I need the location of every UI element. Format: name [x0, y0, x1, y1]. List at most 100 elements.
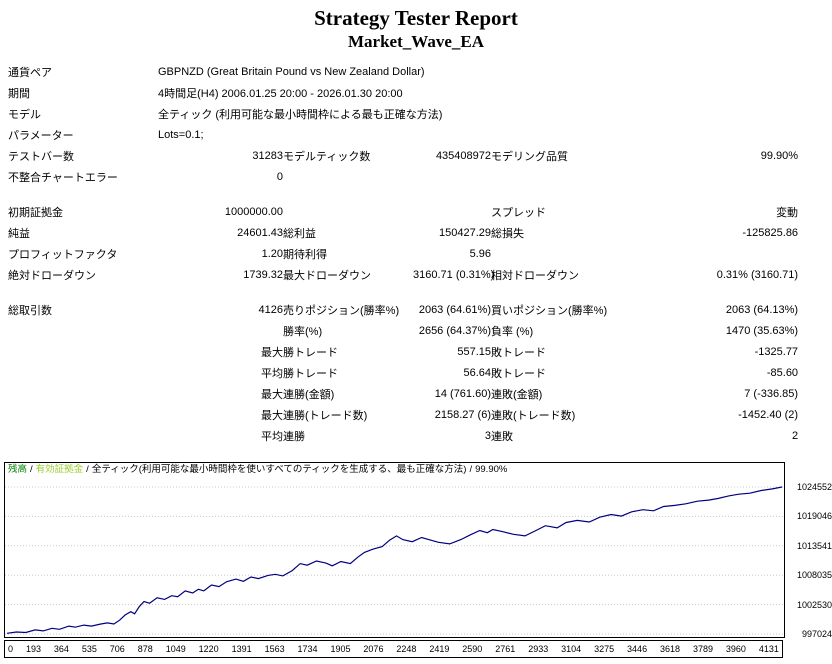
stat-value: 1739.32 [243, 268, 283, 281]
x-axis-label: 3789 [692, 643, 713, 654]
x-axis-label: 706 [109, 643, 125, 654]
x-axis-label: 1905 [330, 643, 351, 654]
stat-value: 3 [484, 429, 491, 442]
stat-label: モデリング品質 [491, 150, 568, 163]
x-axis-label: 364 [53, 643, 69, 654]
stat-value: 最大 [261, 388, 283, 401]
stat-label: 期間 [8, 87, 30, 100]
x-axis-label: 3104 [561, 643, 582, 654]
stat-label: 連敗 [491, 430, 513, 443]
stat-label: 総損失 [491, 227, 524, 240]
stat-value: 435408972 [435, 149, 491, 162]
stat-value [158, 320, 283, 341]
stat-value: 2063 (64.13%) [725, 303, 799, 316]
stat-value: 1000000.00 [224, 205, 283, 218]
x-axis-label: 2933 [528, 643, 549, 654]
equity-curve-svg [5, 486, 784, 635]
stat-value: 2063 (64.61%) [418, 303, 491, 316]
stat-value: 5.96 [469, 247, 491, 260]
stat-label: 連敗(金額) [491, 388, 543, 401]
x-axis-label: 1563 [264, 643, 285, 654]
stat-value: -125825.86 [742, 226, 799, 239]
report-row: 初期証拠金 1000000.00 スプレッド 変動 [8, 201, 798, 222]
stat-value: 平均 [261, 430, 283, 443]
stat-label [8, 425, 158, 446]
stat-label [8, 383, 158, 404]
stat-label: 買いポジション(勝率%) [491, 304, 608, 317]
equity-chart: 残高 / 有効証拠金 / 全ティック(利用可能な最小時間枠を使いすべてのティックを生成す… [4, 462, 832, 658]
balance-line [6, 486, 783, 634]
report-row: 絶対ドローダウン 1739.32 最大ドローダウン 3160.71 (0.31%) 相対… [8, 264, 798, 285]
stat-label: 最大ドローダウン [283, 269, 371, 282]
y-axis-label: 1008035 [796, 570, 832, 581]
report-row: パラメーター Lots=0.1; [8, 124, 798, 145]
stat-label: 4時間足(H4) 2006.01.25 20:00 - 2026.01.30 2… [158, 87, 403, 100]
stat-value: -1452.40 (2) [738, 408, 799, 421]
stat-label [8, 320, 158, 341]
stat-label: GBPNZD (Great Britain Pound vs New Zeala… [158, 65, 425, 78]
stat-value: -1325.77 [754, 345, 799, 358]
report-header: Strategy Tester Report Market_Wave_EA [0, 0, 832, 53]
report-row: 最大 勝トレード 557.15 敗トレード -1325.77 [8, 341, 798, 362]
x-axis-label: 2248 [396, 643, 417, 654]
stat-label: テストバー数 [8, 150, 74, 163]
spacer-row [8, 187, 798, 201]
stat-label: 売りポジション(勝率%) [283, 304, 400, 317]
stat-label: 負率 (%) [491, 325, 534, 338]
stat-label: 相対ドローダウン [491, 269, 579, 282]
stat-label: 勝率(%) [283, 325, 323, 338]
page-title: Strategy Tester Report [314, 6, 518, 30]
y-axis-label: 1002530 [796, 599, 832, 610]
stat-value: 変動 [776, 206, 799, 219]
stat-value: 4126 [258, 303, 283, 316]
report-row: 平均 連勝 3 連敗 2 [8, 425, 798, 446]
legend-separator: / [469, 464, 473, 475]
x-axis-label: 1220 [198, 643, 219, 654]
y-axis-label: 1024552 [796, 482, 832, 492]
stat-label: 敗トレード [491, 367, 546, 380]
stat-label: 不整合チャートエラー [8, 171, 118, 184]
stat-label: 連勝(金額) [283, 388, 335, 401]
stat-label: スプレッド [491, 206, 546, 219]
stat-label: 全ティック (利用可能な最小時間枠による最も正確な方法) [158, 108, 443, 121]
x-axis-label: 1734 [297, 643, 318, 654]
stat-value: 最大 [261, 409, 283, 422]
x-axis-label: 3618 [660, 643, 681, 654]
stat-label: 純益 [8, 227, 30, 240]
report-row: テストバー数 31283 モデルティック数 435408972 モデリング品質 99.90… [8, 145, 798, 166]
report-row: 通貨ペア GBPNZD (Great Britain Pound vs New Z… [8, 61, 798, 82]
spacer-cell [8, 285, 798, 299]
stat-label: 初期証拠金 [8, 206, 63, 219]
x-axis-label: 0 [8, 643, 14, 654]
y-axis-label: 997024 [801, 629, 832, 639]
x-axis-label: 535 [81, 643, 97, 654]
report-row: 不整合チャートエラー 0 [8, 166, 798, 187]
stat-value: 24601.43 [237, 226, 283, 239]
stat-value [413, 201, 491, 222]
stat-label: 勝トレード [283, 346, 338, 359]
stat-label [8, 404, 158, 425]
x-axis-label: 2419 [429, 643, 450, 654]
y-axis-label: 1019046 [796, 511, 832, 522]
stat-value: 0 [276, 170, 283, 183]
stat-value: 31283 [252, 149, 283, 162]
stat-label: Lots=0.1; [158, 128, 204, 141]
x-axis-label: 2076 [363, 643, 384, 654]
stat-value: 56.64 [463, 366, 491, 379]
x-axis-label: 3960 [725, 643, 746, 654]
stat-value: 14 (761.60) [434, 387, 491, 400]
stat-label [283, 166, 798, 187]
report-row: 平均 勝トレード 56.64 敗トレード -85.60 [8, 362, 798, 383]
legend-separator: / [86, 464, 89, 475]
report-row: 最大 連勝(金額) 14 (761.60) 連敗(金額) 7 (-336.85) [8, 383, 798, 404]
legend-balance: 残高 [8, 464, 28, 475]
report-table-body: 通貨ペア GBPNZD (Great Britain Pound vs New Z… [8, 61, 798, 446]
stat-value: 7 (-336.85) [744, 387, 799, 400]
report-row: 勝率(%) 2656 (64.37%) 負率 (%) 1470 (35.63%) [8, 320, 798, 341]
x-axis-label: 193 [25, 643, 41, 654]
stat-value: 0.31% (3160.71) [716, 268, 799, 281]
x-axis-label: 3446 [627, 643, 648, 654]
stat-value: 最大 [261, 346, 283, 359]
stat-label: 連勝 [283, 430, 305, 443]
x-axis-label: 2761 [495, 643, 516, 654]
